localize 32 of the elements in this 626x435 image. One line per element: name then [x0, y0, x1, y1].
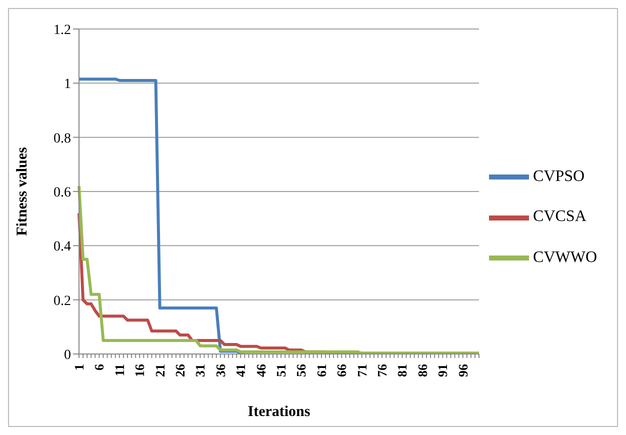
- x-tick-label: 41: [233, 364, 248, 377]
- x-tick-label: 16: [132, 364, 148, 377]
- x-tick-label: 61: [314, 364, 329, 377]
- x-tick-label: 76: [374, 364, 390, 377]
- x-tick-label: 51: [274, 364, 289, 377]
- x-tick-label: 31: [192, 364, 208, 377]
- y-tick-label: 0.2: [54, 294, 71, 309]
- x-tick-label: 81: [394, 364, 410, 377]
- x-axis-title: Iterations: [248, 404, 310, 420]
- x-tick-label: 71: [354, 364, 370, 377]
- y-tick-label: 0.8: [54, 131, 71, 146]
- legend-label: CVPSO: [533, 168, 585, 185]
- y-tick-label: 1: [64, 77, 71, 92]
- legend-label: CVCSA: [533, 208, 586, 226]
- x-tick-label: 56: [294, 364, 309, 377]
- x-tick-label: 1: [72, 364, 86, 370]
- x-tick-label: 6: [92, 364, 107, 370]
- x-tick-label: 26: [172, 364, 188, 377]
- x-tick-label: 11: [112, 364, 127, 376]
- x-tick-label: 46: [253, 364, 268, 377]
- legend-label: CVWWO: [533, 248, 597, 266]
- x-tick-label: 91: [435, 364, 450, 377]
- x-tick-label: 66: [334, 364, 350, 377]
- y-tick-label: 0.4: [54, 240, 71, 255]
- y-tick-label: 0.6: [54, 185, 71, 200]
- x-tick-label: 86: [414, 364, 430, 377]
- y-axis-title: Fitness values: [14, 146, 30, 236]
- x-tick-label: 96: [455, 364, 470, 377]
- y-tick-label: 1.2: [54, 22, 71, 38]
- x-tick-label: 36: [212, 364, 228, 377]
- x-tick-label: 21: [152, 364, 168, 377]
- y-tick-label: 0: [64, 348, 71, 363]
